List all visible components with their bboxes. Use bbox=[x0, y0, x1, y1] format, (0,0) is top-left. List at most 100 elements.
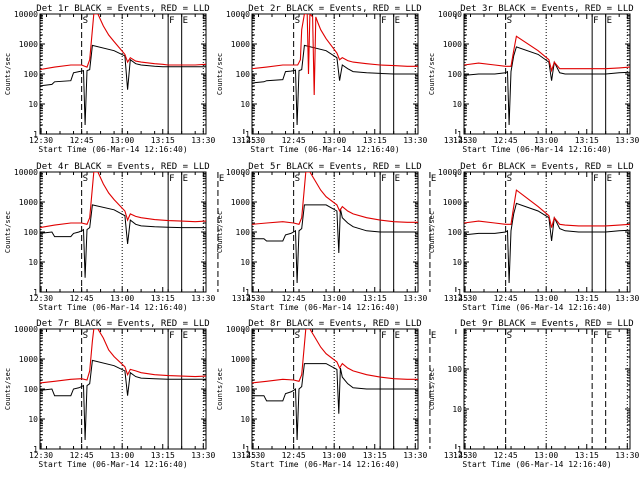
plot-frame bbox=[463, 328, 631, 450]
marker-label-s: S bbox=[295, 16, 300, 26]
x-tick-label: 12:45 bbox=[282, 451, 306, 460]
x-tick-label: 13:15 bbox=[363, 136, 387, 145]
x-tick-label: 13:15 bbox=[151, 451, 175, 460]
lld-series-line bbox=[252, 172, 418, 225]
events-series-line bbox=[40, 44, 206, 126]
y-tick-label: 100 bbox=[236, 228, 251, 237]
x-tick-label: 12:30 bbox=[29, 136, 53, 145]
x-tick-label: 13:30 bbox=[191, 294, 215, 303]
panel-det-8: Det 8r BLACK = Events, RED = LLD 1 10 100 10… bbox=[216, 319, 468, 469]
y-tick-label: 1 bbox=[245, 288, 250, 297]
events-series-line bbox=[252, 44, 418, 126]
panel-det-3: Det 3r BLACK = Events, RED = LLD 1 10 100 10… bbox=[428, 4, 640, 154]
x-axis-label: Start Time (06-Mar-14 12:16:40) bbox=[250, 145, 399, 154]
marker-label-e: E bbox=[183, 16, 188, 26]
x-tick-label: 13:15 bbox=[575, 451, 599, 460]
x-tick-label: 13:15 bbox=[575, 136, 599, 145]
x-axis-label: Start Time (06-Mar-14 12:16:40) bbox=[250, 460, 399, 469]
marker-label-e: E bbox=[607, 331, 612, 341]
y-tick-label: 1 bbox=[33, 130, 38, 139]
x-tick-label: 12:45 bbox=[70, 451, 94, 460]
marker-label-e: E bbox=[395, 16, 400, 26]
x-tick-label: 13:00 bbox=[534, 136, 558, 145]
marker-label-f: F bbox=[381, 174, 386, 184]
y-tick-label: 1 bbox=[33, 288, 38, 297]
marker-label-f: F bbox=[593, 16, 598, 26]
x-axis-label: Start Time (06-Mar-14 12:16:40) bbox=[38, 303, 187, 312]
x-axis-label: Start Time (06-Mar-14 12:16:40) bbox=[462, 303, 611, 312]
x-tick-label: 13:15 bbox=[363, 451, 387, 460]
x-tick-label: 13:30 bbox=[403, 294, 427, 303]
panel-title: Det 8r BLACK = Events, RED = LLD bbox=[248, 319, 421, 329]
x-tick-label: 13:30 bbox=[191, 451, 215, 460]
y-tick-label: 100 bbox=[236, 70, 251, 79]
x-tick-label: 13:00 bbox=[322, 136, 346, 145]
y-axis-label: Counts/sec bbox=[4, 211, 12, 253]
panel-det-9: Det 9r BLACK = Events, RED = LLD 1 10 100 Co… bbox=[428, 319, 640, 469]
y-tick-label: 100 bbox=[448, 365, 463, 374]
y-tick-label: 10 bbox=[240, 100, 250, 109]
marker-label-s: S bbox=[295, 331, 300, 341]
y-tick-label: 100 bbox=[448, 228, 463, 237]
x-tick-label: 13:00 bbox=[110, 451, 134, 460]
panel-title: Det 6r BLACK = Events, RED = LLD bbox=[460, 162, 633, 172]
marker-label-f: F bbox=[169, 16, 174, 26]
x-tick-label: 12:45 bbox=[70, 294, 94, 303]
y-axis-label: Counts/sec bbox=[428, 368, 436, 410]
marker-label-s: S bbox=[507, 331, 512, 341]
y-tick-label: 1000 bbox=[19, 198, 38, 207]
plot-frame bbox=[39, 13, 207, 135]
y-tick-label: 10000 bbox=[14, 10, 38, 19]
y-tick-label: 1000 bbox=[19, 40, 38, 49]
y-tick-label: 1000 bbox=[443, 198, 462, 207]
y-tick-label: 100 bbox=[24, 228, 39, 237]
y-axis-label: Counts/sec bbox=[216, 368, 224, 410]
panel-title: Det 4r BLACK = Events, RED = LLD bbox=[36, 162, 209, 172]
lld-series-line bbox=[252, 329, 418, 384]
panel-det-6: Det 6r BLACK = Events, RED = LLD 1 10 100 10… bbox=[428, 162, 640, 312]
x-axis-label: Start Time (06-Mar-14 12:16:40) bbox=[38, 145, 187, 154]
x-tick-label: 13:15 bbox=[575, 294, 599, 303]
y-tick-label: 1 bbox=[33, 445, 38, 454]
lld-series-line bbox=[40, 14, 206, 71]
x-axis-label: Start Time (06-Mar-14 12:16:40) bbox=[250, 303, 399, 312]
y-tick-label: 1 bbox=[457, 130, 462, 139]
x-tick-label: 12:30 bbox=[29, 294, 53, 303]
events-series-line bbox=[252, 363, 418, 441]
y-tick-label: 1000 bbox=[231, 198, 250, 207]
x-tick-label: 13:30 bbox=[615, 451, 639, 460]
lld-series-line bbox=[40, 172, 206, 229]
x-tick-label: 13:15 bbox=[363, 294, 387, 303]
x-tick-label: 13:30 bbox=[403, 451, 427, 460]
marker-label-s: S bbox=[507, 174, 512, 184]
x-tick-label: 13:30 bbox=[615, 294, 639, 303]
marker-label-f: F bbox=[381, 16, 386, 26]
x-tick-label: 13:00 bbox=[322, 451, 346, 460]
y-axis-label: Counts/sec bbox=[216, 53, 224, 95]
panel-det-4: Det 4r BLACK = Events, RED = LLD 1 10 100 10… bbox=[4, 162, 256, 312]
marker-label-e: E bbox=[395, 331, 400, 341]
x-tick-label: 13:45 bbox=[232, 136, 256, 145]
x-tick-label: 12:30 bbox=[29, 451, 53, 460]
y-tick-label: 10 bbox=[452, 405, 462, 414]
marker-label-s: S bbox=[83, 174, 88, 184]
marker-label-s: S bbox=[83, 16, 88, 26]
events-series-line bbox=[40, 204, 206, 278]
x-tick-label: 13:00 bbox=[110, 136, 134, 145]
y-tick-label: 10 bbox=[240, 415, 250, 424]
x-tick-label: 13:00 bbox=[534, 451, 558, 460]
lld-series-line bbox=[252, 14, 418, 96]
marker-label-e: E bbox=[431, 174, 436, 184]
x-tick-label: 12:45 bbox=[494, 136, 518, 145]
x-tick-label: 12:30 bbox=[453, 136, 477, 145]
x-tick-label: 12:45 bbox=[494, 294, 518, 303]
marker-label-e: E bbox=[431, 331, 436, 341]
x-tick-label: 13:30 bbox=[615, 136, 639, 145]
x-axis-label: Start Time (06-Mar-14 12:16:40) bbox=[38, 460, 187, 469]
marker-label-f: F bbox=[169, 331, 174, 341]
x-tick-label: 12:30 bbox=[453, 294, 477, 303]
y-axis-label: Counts/sec bbox=[4, 53, 12, 95]
y-tick-label: 1 bbox=[245, 445, 250, 454]
panel-title: Det 3r BLACK = Events, RED = LLD bbox=[460, 4, 633, 14]
